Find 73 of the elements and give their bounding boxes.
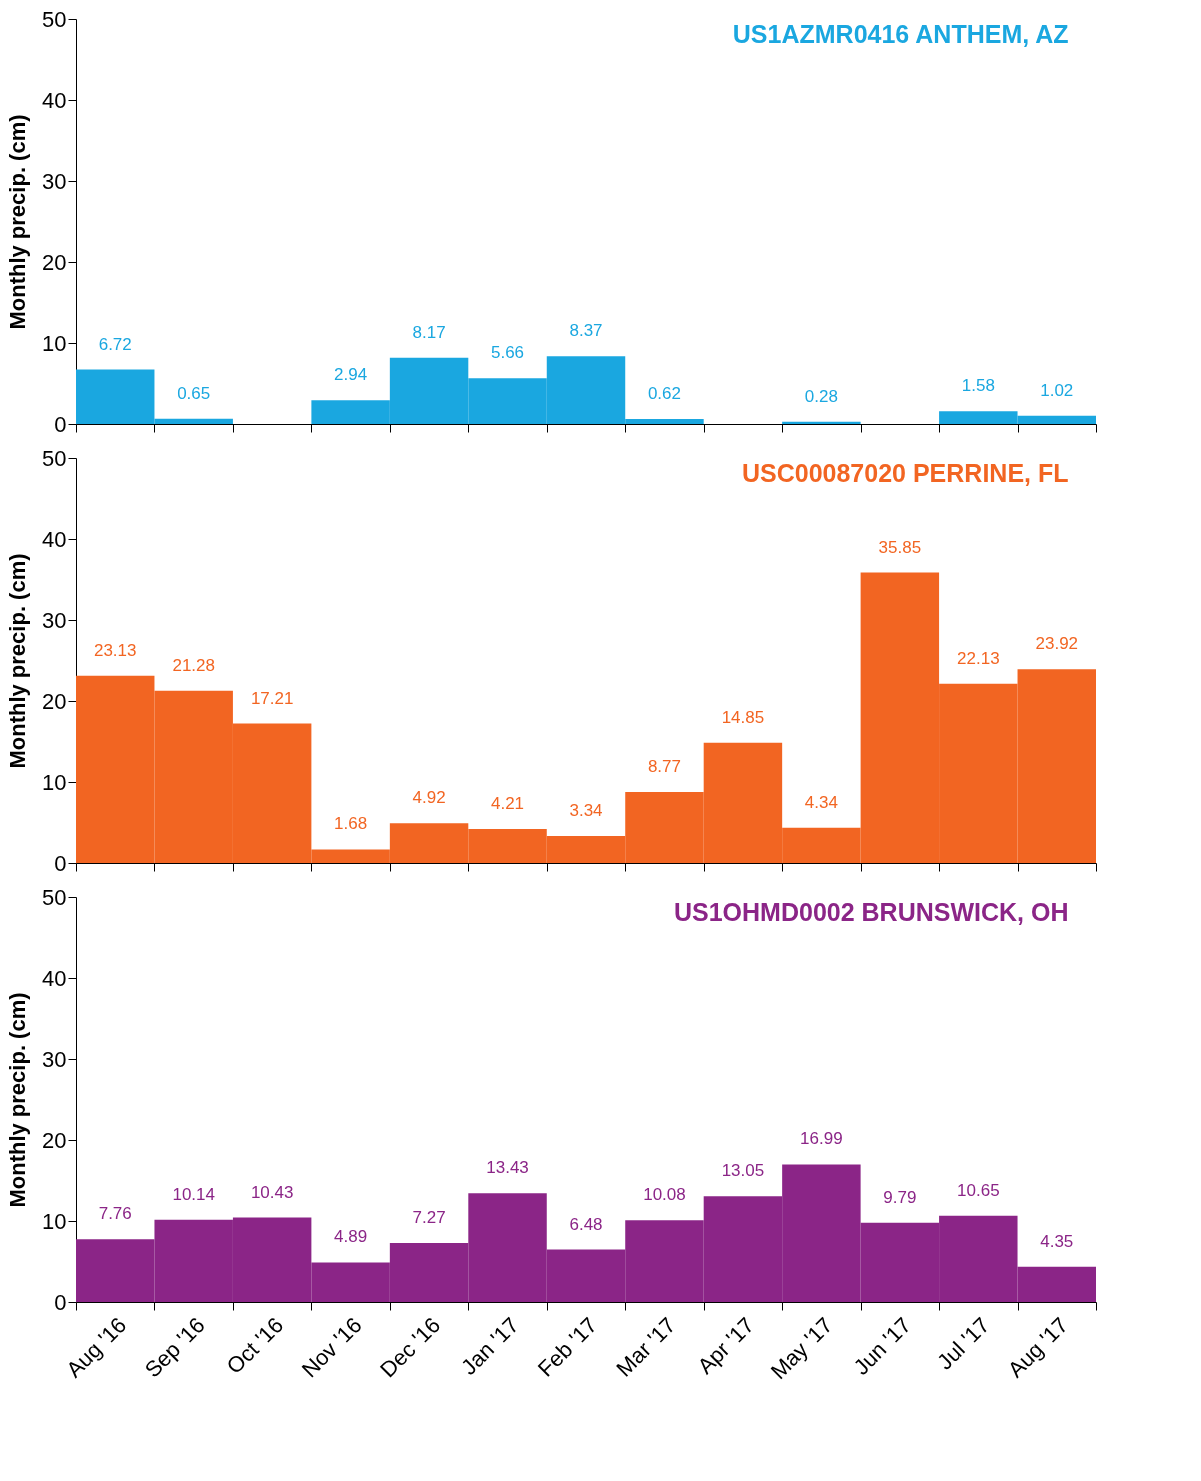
data-label: 16.99 bbox=[800, 1129, 843, 1149]
x-tick-label: Jul '17 bbox=[932, 1312, 995, 1375]
x-tick-label: Oct '16 bbox=[221, 1312, 289, 1379]
x-tick-label: Nov '16 bbox=[296, 1312, 367, 1383]
y-tick-label: 20 bbox=[42, 1127, 67, 1153]
y-axis-title: Monthly precip. (cm) bbox=[5, 114, 31, 330]
y-tick-label: 30 bbox=[42, 607, 67, 633]
y-tick-label: 10 bbox=[42, 1208, 67, 1234]
data-label: 7.27 bbox=[412, 1208, 446, 1228]
chart-title: USC00087020 PERRINE, FL bbox=[741, 459, 1069, 487]
chart-title: US1OHMD0002 BRUNSWICK, OH bbox=[673, 898, 1069, 926]
chart-title: US1AZMR0416 ANTHEM, AZ bbox=[732, 20, 1069, 48]
y-tick-label: 50 bbox=[42, 445, 67, 471]
y-tick-label: 0 bbox=[54, 1289, 67, 1315]
y-tick-label: 10 bbox=[42, 769, 67, 795]
x-tick-label: Jun '17 bbox=[848, 1312, 916, 1380]
data-label: 8.77 bbox=[647, 756, 682, 776]
y-tick-label: 50 bbox=[42, 6, 67, 32]
x-tick-label: Apr '17 bbox=[692, 1312, 759, 1379]
data-label: 13.43 bbox=[486, 1158, 529, 1178]
y-tick-label: 20 bbox=[42, 249, 67, 275]
data-label: 10.43 bbox=[250, 1182, 294, 1202]
data-label: 35.85 bbox=[878, 537, 922, 557]
data-label: 8.17 bbox=[412, 322, 446, 342]
data-label: 10.65 bbox=[957, 1180, 1000, 1200]
y-tick-label: 0 bbox=[54, 850, 67, 876]
y-axis-title: Monthly precip. (cm) bbox=[5, 553, 31, 769]
y-tick-label: 30 bbox=[42, 168, 67, 194]
data-label: 6.72 bbox=[98, 334, 132, 354]
data-label: 1.58 bbox=[961, 376, 995, 396]
data-label: 2.94 bbox=[334, 365, 368, 385]
data-label: 10.14 bbox=[172, 1184, 215, 1204]
data-label: 23.13 bbox=[93, 640, 137, 660]
x-tick-label: Aug '17 bbox=[1002, 1312, 1073, 1383]
data-label: 13.05 bbox=[721, 1161, 765, 1181]
data-label: 22.13 bbox=[957, 648, 1000, 668]
y-tick-label: 20 bbox=[42, 688, 67, 714]
x-tick-label: Aug '16 bbox=[61, 1312, 132, 1383]
x-tick-label: Dec '16 bbox=[375, 1312, 446, 1383]
x-tick-label: Sep '16 bbox=[139, 1312, 210, 1383]
data-label: 0.28 bbox=[804, 386, 838, 406]
y-tick-label: 30 bbox=[42, 1046, 67, 1072]
data-label: 6.48 bbox=[569, 1214, 603, 1234]
y-tick-label: 40 bbox=[42, 965, 67, 991]
data-label: 14.85 bbox=[721, 707, 765, 727]
y-tick-label: 10 bbox=[42, 330, 67, 356]
x-tick-label: Mar '17 bbox=[611, 1312, 681, 1382]
data-label: 0.65 bbox=[177, 383, 211, 403]
data-label: 0.62 bbox=[647, 383, 682, 403]
y-tick-label: 40 bbox=[42, 526, 67, 552]
data-label: 4.92 bbox=[412, 788, 446, 808]
y-tick-label: 0 bbox=[54, 411, 67, 437]
data-label: 8.37 bbox=[569, 321, 603, 341]
data-label: 4.34 bbox=[804, 792, 838, 812]
data-label: 10.08 bbox=[643, 1185, 686, 1205]
data-label: 23.92 bbox=[1035, 634, 1079, 654]
x-tick-label: Feb '17 bbox=[532, 1312, 603, 1382]
data-label: 1.68 bbox=[334, 814, 368, 834]
data-label: 17.21 bbox=[250, 688, 294, 708]
y-tick-label: 40 bbox=[42, 87, 67, 113]
data-label: 1.02 bbox=[1040, 380, 1074, 400]
data-label: 3.34 bbox=[569, 800, 603, 820]
data-label: 9.79 bbox=[883, 1187, 917, 1207]
data-label: 4.35 bbox=[1040, 1231, 1074, 1251]
data-label: 21.28 bbox=[172, 655, 215, 675]
y-axis-title: Monthly precip. (cm) bbox=[5, 992, 31, 1208]
data-label: 4.21 bbox=[490, 793, 525, 813]
y-tick-label: 50 bbox=[42, 884, 67, 910]
x-tick-label: Jan '17 bbox=[456, 1312, 524, 1380]
data-label: 7.76 bbox=[98, 1204, 132, 1224]
data-label: 4.89 bbox=[334, 1227, 368, 1247]
data-label: 5.66 bbox=[490, 343, 525, 363]
x-tick-label: May '17 bbox=[765, 1312, 838, 1385]
